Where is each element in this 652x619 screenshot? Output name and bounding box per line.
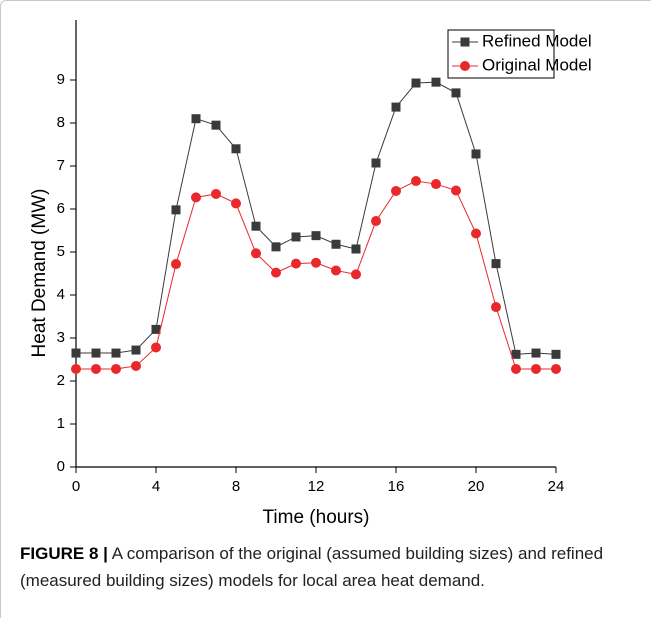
y-tick-label: 9 — [57, 71, 65, 88]
point — [251, 221, 261, 231]
point — [471, 228, 481, 239]
x-tick-label: 8 — [232, 478, 240, 495]
y-tick-label: 7 — [57, 157, 65, 174]
series-line — [76, 81, 557, 355]
point — [531, 363, 541, 374]
point — [551, 363, 561, 374]
series-line — [76, 180, 556, 370]
legend-marker — [460, 37, 470, 47]
y-tick-label: 1 — [57, 415, 65, 432]
point — [351, 269, 361, 280]
x-tick-label: 20 — [468, 478, 485, 495]
point — [291, 258, 301, 269]
point — [371, 216, 381, 227]
x-tick-label: 24 — [548, 478, 565, 495]
point — [391, 185, 401, 196]
point — [131, 345, 141, 355]
point — [131, 360, 141, 371]
point — [71, 348, 81, 358]
point — [331, 265, 341, 276]
point — [271, 267, 281, 278]
caption-label: FIGURE 8 | — [20, 544, 108, 563]
point — [531, 348, 541, 358]
point — [271, 242, 281, 252]
x-tick-label: 12 — [308, 478, 325, 495]
point — [71, 363, 81, 374]
point — [411, 78, 421, 88]
point — [291, 232, 301, 242]
point — [491, 259, 501, 269]
point — [451, 185, 461, 196]
point — [171, 205, 181, 215]
point — [311, 231, 321, 241]
point — [111, 363, 121, 374]
point — [111, 348, 121, 358]
x-tick-label: 16 — [388, 478, 405, 495]
caption: FIGURE 8 | A comparison of the original … — [20, 540, 635, 594]
point — [471, 149, 481, 159]
point — [151, 324, 161, 334]
legend-label: Original Model — [482, 55, 592, 74]
point — [331, 239, 341, 249]
x-tick-label: 0 — [72, 478, 80, 495]
point — [431, 179, 441, 190]
caption-text: A comparison of the original (assumed bu… — [20, 544, 604, 590]
point — [431, 77, 441, 87]
point — [511, 363, 521, 374]
y-tick-label: 4 — [57, 286, 65, 303]
point — [511, 349, 521, 359]
point — [351, 244, 361, 254]
y-tick-label: 8 — [57, 114, 65, 131]
point — [491, 302, 501, 313]
point — [251, 248, 261, 259]
point — [91, 363, 101, 374]
y-axis-label: Heat Demand (MW) — [29, 189, 50, 358]
point — [191, 192, 201, 203]
point — [391, 102, 401, 112]
point — [371, 158, 381, 168]
legend-marker — [460, 61, 470, 71]
point — [91, 348, 101, 358]
point — [311, 257, 321, 268]
chart: Time (hours) Heat Demand (MW) 0123456789… — [29, 20, 592, 528]
point — [231, 198, 241, 209]
x-axis-label: Time (hours) — [263, 507, 370, 528]
y-tick-label: 6 — [57, 200, 65, 217]
point — [411, 176, 421, 187]
y-tick-label: 5 — [57, 243, 65, 260]
point — [151, 342, 161, 353]
legend-label: Refined Model — [482, 31, 592, 50]
point — [191, 114, 201, 124]
point — [171, 259, 181, 270]
point — [231, 144, 241, 154]
y-tick-label: 3 — [57, 329, 65, 346]
point — [451, 88, 461, 98]
point — [211, 188, 221, 199]
x-tick-label: 4 — [152, 478, 160, 495]
point — [551, 349, 561, 359]
y-tick-label: 0 — [57, 458, 65, 475]
point — [211, 120, 221, 130]
y-tick-label: 2 — [57, 372, 65, 389]
